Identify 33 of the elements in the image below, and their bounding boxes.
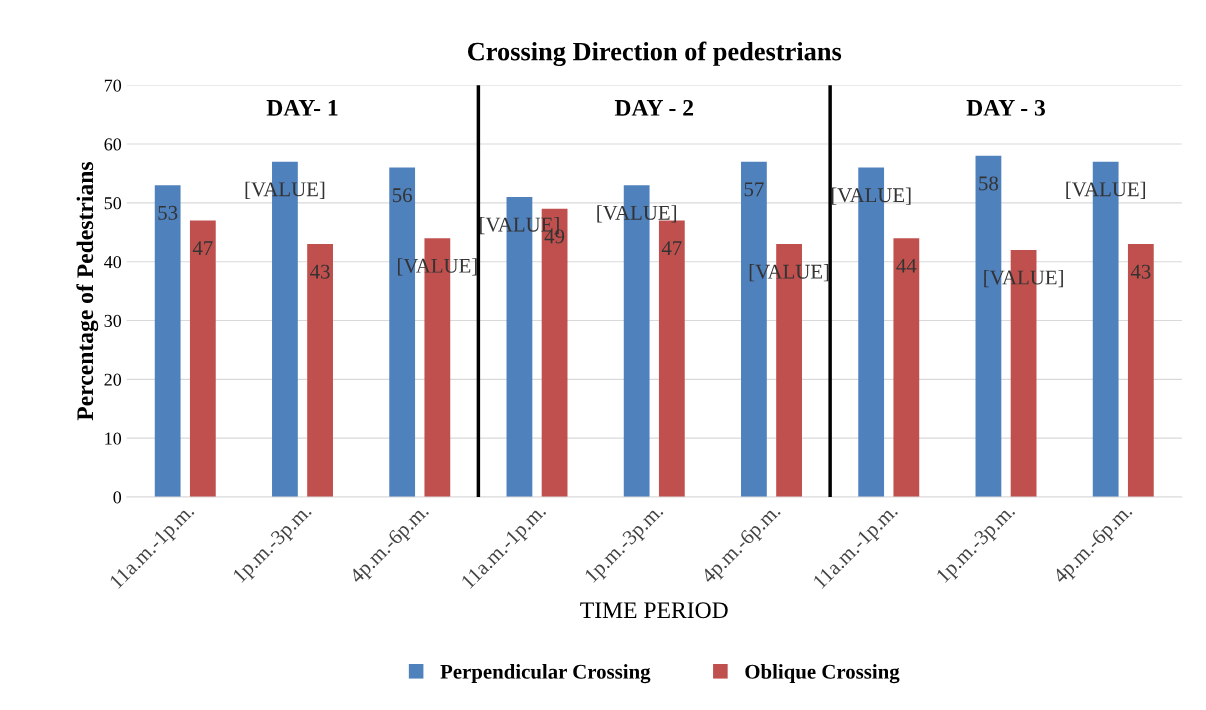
data-label: [VALUE] — [749, 264, 829, 282]
bar — [189, 220, 216, 497]
legend-label: Perpendicular Crossing — [440, 664, 651, 684]
y-tick-label: 70 — [104, 79, 122, 92]
y-tick-label: 50 — [104, 197, 122, 210]
data-label: 47 — [661, 241, 682, 255]
y-tick-label: 20 — [104, 373, 122, 386]
data-label: [VALUE] — [984, 269, 1063, 288]
y-tick-label: 60 — [104, 138, 122, 151]
data-label: 47 — [192, 241, 213, 255]
annotation: DAY - 2 — [614, 99, 694, 116]
annotation: DAY- 1 — [266, 100, 338, 116]
data-label: 43 — [310, 264, 330, 279]
y-tick-label: 40 — [104, 255, 122, 269]
data-label: 44 — [896, 258, 917, 273]
y-tick-label: 10 — [105, 432, 122, 445]
bar — [154, 185, 181, 497]
annotation: DAY - 3 — [966, 99, 1045, 116]
chart-title: Crossing Direction of pedestrians — [468, 41, 842, 67]
x-axis-title: TIME PERIOD — [580, 602, 728, 619]
y-tick-label: 0 — [113, 491, 122, 504]
bar — [1127, 244, 1154, 497]
data-label: 43 — [1130, 264, 1151, 279]
legend-label: Oblique Crossing — [745, 664, 900, 684]
data-label: 57 — [744, 182, 764, 197]
data-label: 53 — [158, 205, 178, 220]
y-tick-label: 30 — [104, 314, 122, 327]
bar — [307, 244, 333, 497]
bar — [893, 238, 920, 497]
data-label: 56 — [392, 188, 412, 203]
data-label: 58 — [979, 176, 999, 191]
data-label: [VALUE] — [398, 258, 477, 276]
y-axis-title: Percentage of Pedestrians — [76, 162, 99, 421]
